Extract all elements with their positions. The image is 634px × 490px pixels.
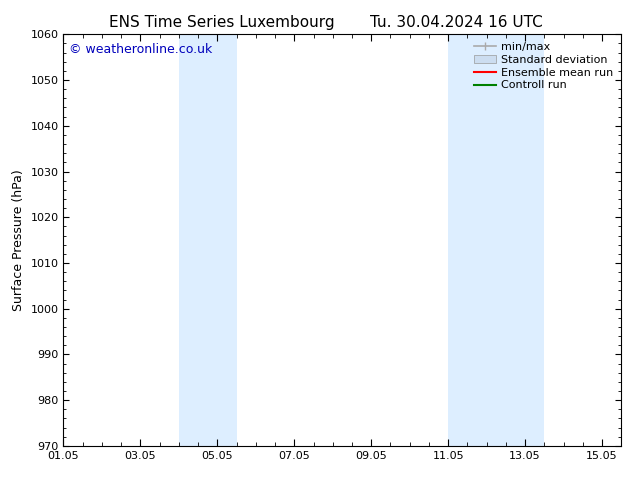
Y-axis label: Surface Pressure (hPa): Surface Pressure (hPa) — [12, 169, 25, 311]
Text: © weatheronline.co.uk: © weatheronline.co.uk — [69, 43, 212, 55]
Legend: min/max, Standard deviation, Ensemble mean run, Controll run: min/max, Standard deviation, Ensemble me… — [471, 40, 616, 93]
Bar — [448, 34, 506, 446]
Text: Tu. 30.04.2024 16 UTC: Tu. 30.04.2024 16 UTC — [370, 15, 543, 30]
Text: ENS Time Series Luxembourg: ENS Time Series Luxembourg — [109, 15, 335, 30]
Bar — [506, 34, 545, 446]
Bar — [179, 34, 236, 446]
